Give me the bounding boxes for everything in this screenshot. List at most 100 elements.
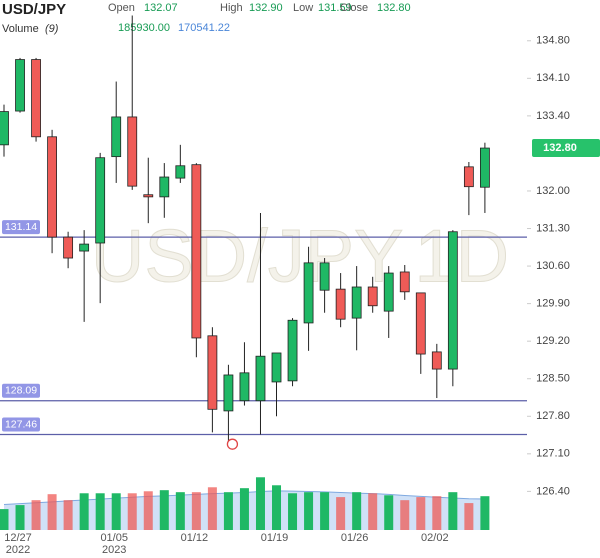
volume-bar <box>416 497 426 530</box>
candle-body <box>271 352 282 383</box>
volume-bar <box>255 477 265 530</box>
watermark: USD/JPY,1D <box>91 215 509 298</box>
last-price-label: 132.80 <box>543 142 577 154</box>
y-tick-label: 129.90 <box>536 298 570 310</box>
volume-bar <box>0 509 9 530</box>
x-year-label: 2023 <box>102 544 126 556</box>
y-tick-label: 126.40 <box>536 485 570 497</box>
candle-body <box>31 59 41 138</box>
volume-bar <box>448 492 458 530</box>
volume-bar <box>63 500 73 530</box>
close-label: Close <box>340 2 368 14</box>
candle-body <box>431 351 442 370</box>
x-tick-label: 02/02 <box>421 532 449 544</box>
volume-bar <box>191 492 201 530</box>
volume-bar <box>400 500 410 530</box>
volume-bar <box>159 490 169 530</box>
candle-body <box>367 286 378 307</box>
volume-period: (9) <box>45 23 59 35</box>
candle-body <box>463 166 474 188</box>
y-tick-label: 132.00 <box>536 185 570 197</box>
y-tick-label: 133.40 <box>536 110 570 122</box>
x-year-label: 2022 <box>6 544 30 556</box>
y-tick-label: 130.60 <box>536 260 570 272</box>
candle-body <box>303 262 314 324</box>
close-value: 132.80 <box>377 2 411 14</box>
x-tick-label: 01/19 <box>261 532 289 544</box>
volume-bar <box>304 492 314 530</box>
volume-ma-value: 170541.22 <box>178 22 230 34</box>
price-level-box <box>2 383 40 398</box>
candle-body <box>335 288 346 320</box>
candle-body <box>255 355 266 402</box>
price-level-label: 127.46 <box>5 418 37 430</box>
y-tick-label: 134.80 <box>536 35 570 47</box>
x-tick-label: 01/12 <box>181 532 209 544</box>
y-tick-label: 127.80 <box>536 410 570 422</box>
volume-bar <box>79 493 89 530</box>
volume-bar <box>175 492 185 530</box>
candle-body <box>191 164 202 339</box>
candle-body <box>207 335 218 410</box>
volume-bar <box>432 496 442 530</box>
candle-body <box>479 147 490 188</box>
volume-bar <box>223 492 233 530</box>
x-tick-label: 12/27 <box>4 532 32 544</box>
price-level-label: 131.14 <box>5 221 37 233</box>
low-label: Low <box>293 2 313 14</box>
open-label: Open <box>108 2 135 14</box>
volume-label: Volume <box>2 23 39 35</box>
open-value: 132.07 <box>144 2 178 14</box>
candle-body <box>175 165 186 179</box>
volume-bar <box>239 488 249 530</box>
symbol: USD/JPY <box>2 1 66 18</box>
volume-bar <box>207 487 217 530</box>
volume-bar <box>384 495 394 530</box>
high-label: High <box>220 2 243 14</box>
low-marker <box>226 438 239 450</box>
candle-body <box>239 372 250 402</box>
y-tick-label: 131.30 <box>536 222 570 234</box>
volume-bar <box>272 485 282 530</box>
candle-body <box>223 374 234 412</box>
volume-bar <box>464 503 474 530</box>
candle-body <box>399 271 410 293</box>
y-tick-label: 127.10 <box>536 448 570 460</box>
volume-bar <box>47 494 57 530</box>
volume-bar <box>352 492 362 530</box>
candle-body <box>79 243 90 252</box>
candle-body <box>127 116 138 187</box>
price-level-box <box>2 417 40 432</box>
price-level-box <box>2 220 40 235</box>
y-tick-label: 128.50 <box>536 373 570 385</box>
candle-body <box>287 319 298 382</box>
candle-body <box>415 292 426 355</box>
candle-body <box>15 59 25 112</box>
volume-bar <box>368 493 378 530</box>
candle-body <box>63 236 74 259</box>
volume-bar <box>288 493 298 530</box>
candle-body <box>351 286 362 319</box>
candle-body <box>447 231 458 370</box>
volume-bar <box>143 491 153 530</box>
x-tick-label: 01/26 <box>341 532 369 544</box>
candle-body <box>319 262 330 291</box>
candle-body <box>0 111 9 146</box>
candle-body <box>159 176 170 198</box>
volume-bar <box>320 492 330 530</box>
volume-bar <box>480 496 490 530</box>
candle-body <box>47 136 57 238</box>
candle-body <box>383 272 394 312</box>
volume-bar <box>127 493 137 530</box>
high-value: 132.90 <box>249 2 283 14</box>
low-value: 131.59 <box>318 2 352 14</box>
volume-value: 185930.00 <box>118 22 170 34</box>
candle-body <box>111 116 122 158</box>
y-tick-label: 134.10 <box>536 72 570 84</box>
last-price-box <box>532 139 600 158</box>
price-level-label: 128.09 <box>5 384 37 396</box>
volume-bar <box>15 505 25 530</box>
volume-bar <box>95 493 105 530</box>
y-tick-label: 129.20 <box>536 335 570 347</box>
volume-bar <box>111 493 121 530</box>
